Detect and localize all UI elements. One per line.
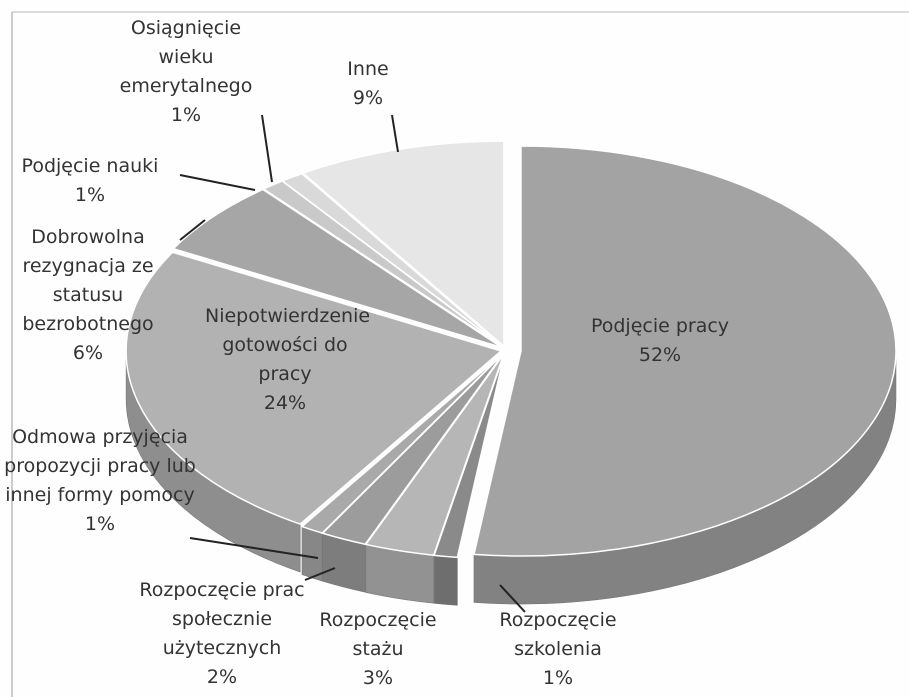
slice-label: Rozpoczęcie stażu 3% <box>303 606 453 693</box>
leader-line <box>499 584 526 613</box>
category-name: Odmowa przyjęcia propozycji pracy lub in… <box>4 426 196 506</box>
percent-label: 1% <box>542 667 574 689</box>
slice-side <box>433 554 458 606</box>
percent-label: 3% <box>362 667 394 689</box>
category-name: Rozpoczęcie szkolenia <box>499 609 617 660</box>
slice-label: Rozpoczęcie prac społecznie użytecznych 2… <box>122 576 322 692</box>
percent-label: 52% <box>638 344 682 366</box>
leader-lines <box>179 114 526 613</box>
slice <box>280 172 504 348</box>
slice <box>125 251 503 525</box>
slice <box>171 188 503 349</box>
slice <box>300 352 504 534</box>
leader-line <box>261 114 273 183</box>
category-name: Inne <box>347 58 389 80</box>
percent-label: 24% <box>263 392 307 414</box>
category-name: Osiągnięcie wieku emerytalnego <box>119 17 253 97</box>
category-name: Dobrowolna rezygnacja ze statusu bezrobo… <box>22 226 154 335</box>
slice-label: Podjęcie pracy 52% <box>560 312 760 370</box>
slice-label: Osiągnięcie wieku emerytalnego 1% <box>111 14 261 130</box>
slice-label: Niepotwierdzenie gotowości do pracy 24% <box>205 302 371 418</box>
percent-label: 2% <box>206 666 238 688</box>
leader-line <box>391 114 399 153</box>
percent-label: 1% <box>74 184 106 206</box>
category-name: Podjęcie pracy <box>590 315 730 337</box>
slice <box>301 140 505 348</box>
slice-side <box>301 526 323 582</box>
percent-label: 9% <box>352 87 384 109</box>
leader-line <box>179 174 256 191</box>
slice-label: Rozpoczęcie szkolenia 1% <box>473 606 643 693</box>
category-name: Rozpoczęcie prac społecznie użytecznych <box>139 579 305 659</box>
category-name: Rozpoczęcie stażu <box>319 609 437 660</box>
leader-line <box>304 567 336 581</box>
percent-label: 1% <box>84 513 116 535</box>
leader-line <box>179 219 206 241</box>
percent-label: 6% <box>72 342 104 364</box>
slices <box>125 140 897 606</box>
category-name: Podjęcie nauki <box>21 155 159 177</box>
slice-label: Podjęcie nauki 1% <box>5 152 175 210</box>
slice-label: Odmowa przyjęcia propozycji pracy lub in… <box>0 423 200 539</box>
category-name: Niepotwierdzenie gotowości do pracy <box>205 305 371 385</box>
slice-label: Dobrowolna rezygnacja ze statusu bezrobo… <box>6 223 171 368</box>
leader-line <box>189 537 319 559</box>
slice <box>473 145 897 557</box>
percent-label: 1% <box>170 104 202 126</box>
slice-label: Inne 9% <box>318 55 418 113</box>
